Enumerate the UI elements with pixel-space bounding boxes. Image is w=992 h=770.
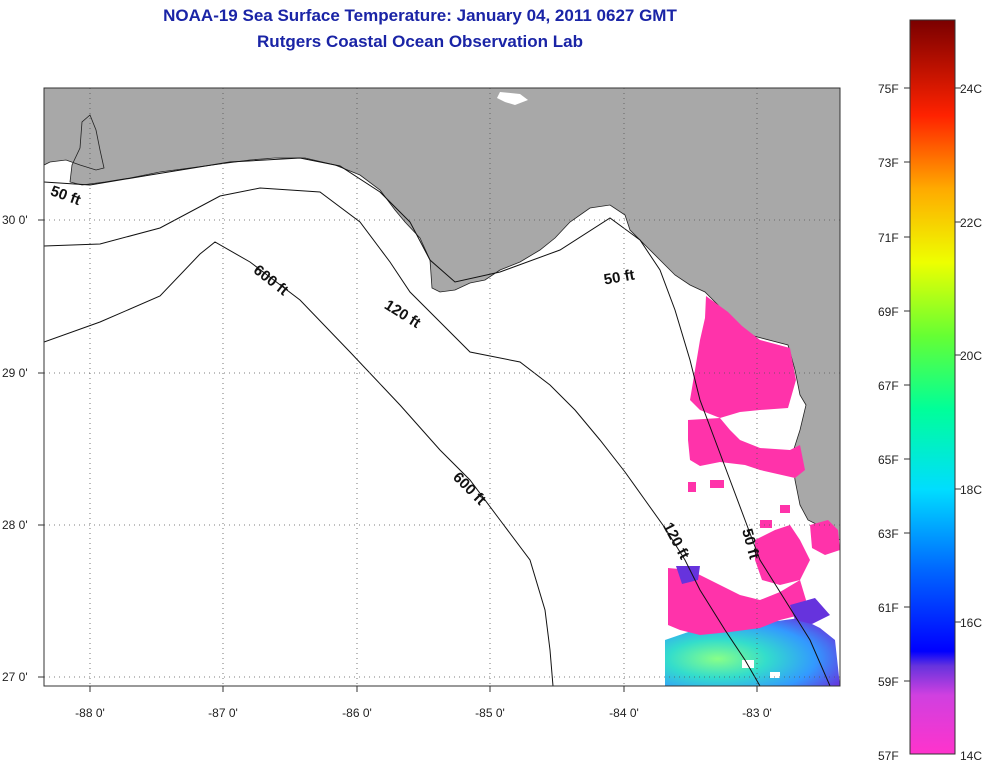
colorbar-f-label: 67F [878, 379, 899, 393]
colorbar-c-label: 20C [960, 349, 982, 363]
colorbar-f-label: 57F [878, 749, 899, 763]
lon-label-83: -83 0' [742, 706, 772, 720]
sst-patches-white-gaps [742, 660, 780, 678]
lat-label-30: 30 0' [2, 213, 28, 227]
sst-patches [668, 296, 840, 635]
lon-label-88: -88 0' [75, 706, 105, 720]
colorbar-c-label: 24C [960, 82, 982, 96]
lake [497, 92, 528, 105]
colorbar [909, 19, 956, 755]
colorbar-f-label: 75F [878, 82, 899, 96]
lat-label-27: 27 0' [2, 670, 28, 684]
colorbar-c-label: 22C [960, 216, 982, 230]
map-subtitle: Rutgers Coastal Ocean Observation Lab [257, 32, 583, 51]
colorbar-c-label: 14C [960, 749, 982, 763]
colorbar-f-label: 63F [878, 527, 899, 541]
colorbar-f-label: 65F [878, 453, 899, 467]
map-title: NOAA-19 Sea Surface Temperature: January… [163, 6, 677, 25]
colorbar-f-label: 73F [878, 156, 899, 170]
depth-contours [44, 157, 831, 686]
colorbar-c-labels: 24C 22C 20C 18C 16C 14C [960, 82, 982, 763]
cool-sst-patch [665, 618, 840, 686]
colorbar-c-label: 16C [960, 616, 982, 630]
lat-label-28: 28 0' [2, 518, 28, 532]
lon-label-86: -86 0' [342, 706, 372, 720]
lon-label-87: -87 0' [208, 706, 238, 720]
lon-label-84: -84 0' [609, 706, 639, 720]
colorbar-f-labels: 75F 73F 71F 69F 67F 65F 63F 61F 59F 57F [878, 82, 899, 763]
colorbar-f-label: 59F [878, 675, 899, 689]
colorbar-f-label: 71F [878, 231, 899, 245]
sst-patches-violet [676, 566, 830, 624]
colorbar-f-label: 69F [878, 305, 899, 319]
land-mass [44, 88, 840, 541]
lat-label-29: 29 0' [2, 366, 28, 380]
colorbar-c-label: 18C [960, 483, 982, 497]
contour-label-50ft-east: 50 ft [603, 267, 636, 289]
lon-label-85: -85 0' [475, 706, 505, 720]
colorbar-f-label: 61F [878, 601, 899, 615]
